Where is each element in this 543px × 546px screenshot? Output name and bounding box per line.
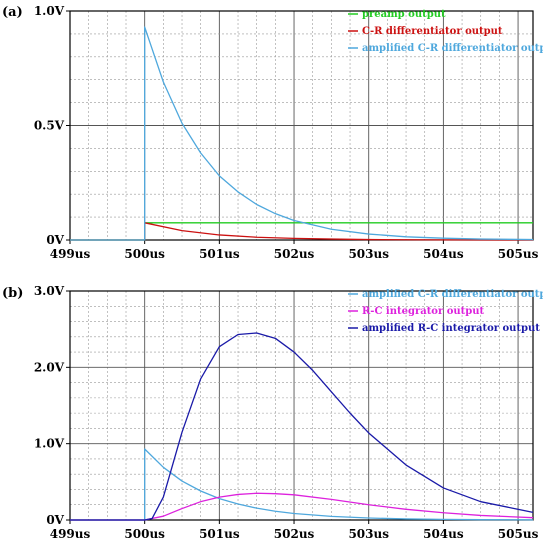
grid — [70, 291, 533, 520]
y-tick-label: 1.0V — [34, 4, 65, 18]
legend-entry: preamp output — [362, 9, 446, 20]
panel-a: (a) 499us 500us 501us 502us 503us 504us 505us 0V… — [2, 4, 543, 261]
series-line-1 — [70, 222, 533, 241]
legend: amplified C-R differentiator output R-C i… — [348, 289, 543, 334]
x-tick-label: 502us — [274, 247, 315, 261]
panel-label: (b) — [2, 286, 23, 301]
x-tick-label: 499us — [50, 247, 91, 261]
plot-frame — [69, 290, 534, 521]
x-tick-label: 501us — [199, 527, 240, 541]
grid — [70, 11, 533, 240]
y-tick-label: 0V — [46, 233, 64, 247]
series-line-3 — [70, 332, 534, 521]
series-line-1 — [70, 448, 534, 521]
x-tick-label: 504us — [423, 527, 464, 541]
series-line-2 — [70, 492, 534, 521]
x-tick-label: 503us — [348, 247, 389, 261]
y-tick-label: 0.5V — [34, 119, 65, 133]
x-tick-label: 500us — [124, 247, 165, 261]
x-tick-label: 499us — [50, 527, 91, 541]
legend-entry: amplified R-C integrator output — [362, 323, 540, 334]
x-tick-label: 501us — [199, 247, 240, 261]
legend: preamp output C-R differentiator output am… — [348, 9, 543, 54]
x-tick-label: 500us — [124, 527, 165, 541]
legend-entry: R-C integrator output — [362, 306, 485, 317]
x-tick-label: 505us — [498, 247, 539, 261]
x-tick-label: 503us — [348, 527, 389, 541]
panel-label: (a) — [2, 5, 23, 20]
legend-entry: amplified C-R differentiator output — [362, 289, 543, 300]
y-tick-label: 0V — [46, 513, 64, 527]
x-tick-label: 502us — [274, 527, 315, 541]
x-tick-label: 504us — [423, 247, 464, 261]
legend-entry: C-R differentiator output — [362, 26, 503, 37]
series-line-3 — [70, 26, 534, 241]
y-tick-label: 2.0V — [34, 360, 65, 374]
series-line-2 — [70, 222, 534, 241]
y-tick-label: 3.0V — [34, 284, 65, 298]
x-tick-label: 505us — [498, 527, 539, 541]
panel-b: (b) 499us 500us 501us 502us 503us 504us 505us 0V… — [2, 284, 543, 541]
y-tick-label: 1.0V — [34, 437, 65, 451]
legend-entry: amplified C-R differentiator output — [362, 43, 543, 54]
